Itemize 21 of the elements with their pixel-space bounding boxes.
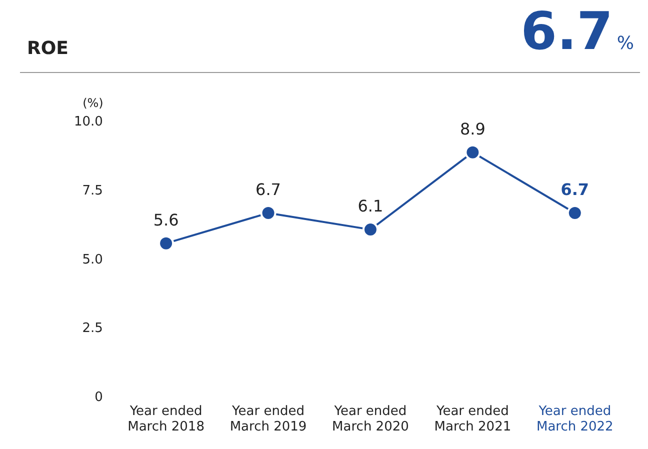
data-label: 5.6 [153,210,179,230]
point [158,235,174,252]
data-label: 6.1 [358,196,384,216]
text: % [616,33,634,54]
y-tick-label: 10.0 [74,114,103,130]
x-tick-label: Year ended March 2020 [332,404,409,435]
data-label: 8.9 [460,119,486,138]
data-label: 6.7 [256,180,281,200]
y-axis-title: (%) [82,96,104,110]
text: 6.7 [520,2,613,62]
y-tick-label: 7.5 [82,183,103,198]
x-tick-label: Year ended March 2018 [128,404,204,435]
y-tick-label: 0 [94,390,103,406]
y-tick-label: 2.5 [82,321,103,336]
x-tick-label: Year ended March 2019 [230,404,307,435]
x-tick-label: Year ended March 2022 [536,404,614,435]
data-label: 6.7 [560,180,590,200]
x-tick-label: Year ended March 2021 [434,404,512,435]
y-tick-label: 5.0 [82,252,103,268]
chart-title: ROE [27,38,68,59]
point [464,144,481,160]
